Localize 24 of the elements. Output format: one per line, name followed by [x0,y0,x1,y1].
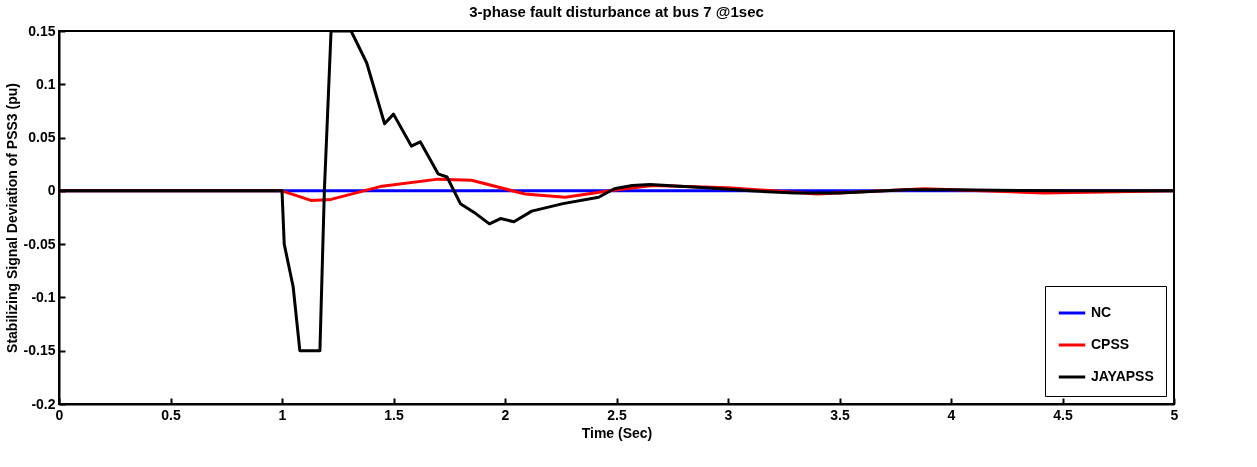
y-tick-label: -0.2 [31,395,56,412]
x-tick-label: 2 [501,406,510,423]
y-tick-label: 0 [47,182,56,199]
y-tick-label: -0.1 [31,288,56,305]
legend-label: NC [1091,304,1112,320]
y-tick-label: -0.15 [23,342,56,359]
y-axis-title: Stabilizing Signal Deviation of PSS3 (pu) [3,83,20,353]
x-tick-label: 5 [1170,406,1179,423]
x-tick-label: 4 [947,406,956,423]
x-tick-label: 0.5 [161,406,181,423]
x-tick-label: 2.5 [607,406,627,423]
y-tick-label: 0.05 [28,129,56,146]
chart-title: 3-phase fault disturbance at bus 7 @1sec [469,3,764,20]
x-tick-label: 4.5 [1053,406,1073,423]
y-tick-label: -0.05 [23,235,56,252]
y-tick-label: 0.1 [36,75,56,92]
x-tick-label: 3.5 [830,406,850,423]
legend-label: JAYAPSS [1091,368,1154,384]
legend-label: CPSS [1091,336,1130,352]
x-tick-label: 3 [724,406,733,423]
x-axis-title: Time (Sec) [581,424,653,441]
x-tick-label: 1 [278,406,287,423]
x-tick-label: 1.5 [384,406,404,423]
y-tick-label: 0.15 [28,22,56,39]
